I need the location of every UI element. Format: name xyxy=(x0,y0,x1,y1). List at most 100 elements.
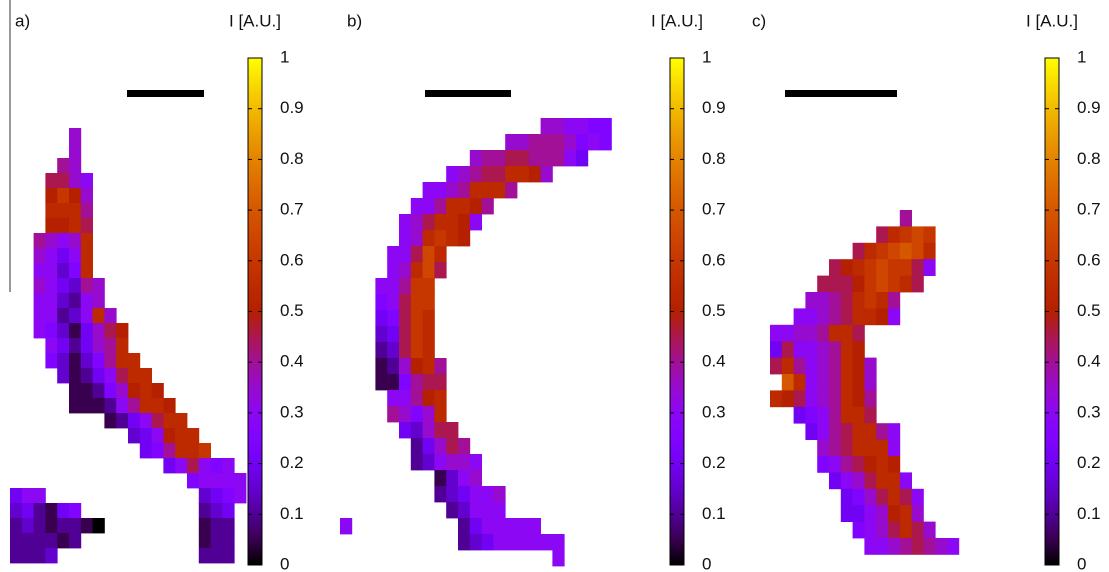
heatmap-cell xyxy=(34,323,46,338)
heatmap-cell xyxy=(93,293,105,308)
heatmap-cell xyxy=(805,390,817,407)
heatmap-cell xyxy=(517,534,529,550)
heatmap-cell xyxy=(805,423,817,440)
heatmap-cell xyxy=(829,407,841,424)
heatmap-cell xyxy=(841,472,853,489)
heatmap-cell xyxy=(116,413,128,428)
heatmap-cell xyxy=(770,358,782,375)
heatmap-cell xyxy=(805,374,817,391)
heatmap-cell xyxy=(423,294,435,310)
heatmap-cell xyxy=(45,173,57,188)
heatmap-cell xyxy=(69,383,81,398)
heatmap-cell xyxy=(34,548,46,563)
heatmap-cell xyxy=(864,423,876,440)
heatmap-cell xyxy=(853,407,865,424)
heatmap-cell xyxy=(399,358,411,374)
heatmap-cell xyxy=(423,406,435,422)
heatmap-cell xyxy=(22,518,34,533)
heatmap-cell xyxy=(529,134,541,150)
heatmap-cell xyxy=(829,276,841,293)
heatmap-cell xyxy=(93,383,105,398)
heatmap-cell xyxy=(45,308,57,323)
heatmap-cell xyxy=(69,368,81,383)
heatmap-cell xyxy=(34,308,46,323)
heatmap-cell xyxy=(782,325,794,342)
heatmap-cell xyxy=(104,338,116,353)
heatmap-cell xyxy=(888,472,900,489)
heatmap-cell xyxy=(57,338,69,353)
heatmap-cell xyxy=(34,533,46,548)
heatmap-cell xyxy=(434,390,446,406)
heatmap-cell xyxy=(69,143,81,158)
colorbar-tick-label: 1 xyxy=(1077,47,1086,66)
heatmap-cell xyxy=(805,358,817,375)
heatmap-cell xyxy=(829,423,841,440)
heatmap-cell xyxy=(69,323,81,338)
heatmap-cell xyxy=(482,198,494,214)
heatmap-cell xyxy=(900,489,912,506)
heatmap-cell xyxy=(423,326,435,342)
heatmap-cell xyxy=(116,383,128,398)
heatmap-cell xyxy=(900,259,912,276)
heatmap-cell xyxy=(69,188,81,203)
colorbar-tick-label: 0.7 xyxy=(702,200,726,219)
heatmap-cell xyxy=(912,276,924,293)
heatmap-cell xyxy=(199,443,211,458)
heatmap-cell xyxy=(175,428,187,443)
heatmap-cell xyxy=(69,503,81,518)
heatmap-cell xyxy=(69,398,81,413)
heatmap-cell xyxy=(423,230,435,246)
heatmap-cell xyxy=(375,278,387,294)
heatmap-cell xyxy=(411,230,423,246)
heatmap-cell xyxy=(888,456,900,473)
heatmap-cell xyxy=(399,326,411,342)
heatmap-cell xyxy=(900,522,912,539)
heatmap-cell xyxy=(199,533,211,548)
heatmap-cell xyxy=(34,488,46,503)
heatmap-cell xyxy=(234,488,246,503)
colorbar-tick-label: 0.7 xyxy=(280,200,304,219)
heatmap-cell xyxy=(912,505,924,522)
heatmap-cell xyxy=(853,308,865,325)
heatmap-cell xyxy=(140,383,152,398)
heatmap-cell xyxy=(222,488,234,503)
heatmap-cell xyxy=(81,353,93,368)
heatmap-cell xyxy=(104,308,116,323)
heatmap-cell xyxy=(947,538,959,555)
heatmap-cell xyxy=(853,358,865,375)
heatmap-cell xyxy=(493,182,505,198)
heatmap-cell xyxy=(805,308,817,325)
heatmap-cell xyxy=(805,325,817,342)
heatmap-cell xyxy=(829,259,841,276)
heatmap-cell xyxy=(104,413,116,428)
heatmap-cell xyxy=(900,505,912,522)
heatmap-cell xyxy=(900,226,912,243)
heatmap-cell xyxy=(458,438,470,454)
heatmap-cell xyxy=(829,358,841,375)
heatmap-cell xyxy=(841,374,853,391)
colorbar-tick-label: 0.3 xyxy=(702,402,726,421)
colorbar-tick-label: 0.9 xyxy=(280,98,304,117)
heatmap-cell xyxy=(152,428,164,443)
heatmap-cell xyxy=(552,550,564,566)
colorbar-tick-label: 0.6 xyxy=(280,250,304,269)
heatmap-cell xyxy=(375,358,387,374)
heatmap-cell xyxy=(541,134,553,150)
heatmap-cell xyxy=(423,358,435,374)
heatmap-cell xyxy=(912,538,924,555)
heatmap-cell xyxy=(864,505,876,522)
heatmap-cell xyxy=(423,438,435,454)
heatmap-cell xyxy=(841,489,853,506)
heatmap-cell xyxy=(45,203,57,218)
heatmap-cell xyxy=(57,353,69,368)
heatmap-cell xyxy=(876,423,888,440)
heatmap-cell xyxy=(853,292,865,309)
scale-bar xyxy=(785,90,897,97)
heatmap-cell xyxy=(458,454,470,470)
heatmap-cell xyxy=(399,374,411,390)
colorbar-tick-label: 0.5 xyxy=(1077,301,1101,320)
heatmap-cell xyxy=(116,323,128,338)
heatmap-cell xyxy=(69,278,81,293)
heatmap-cell xyxy=(900,538,912,555)
heatmap-cell xyxy=(10,488,22,503)
